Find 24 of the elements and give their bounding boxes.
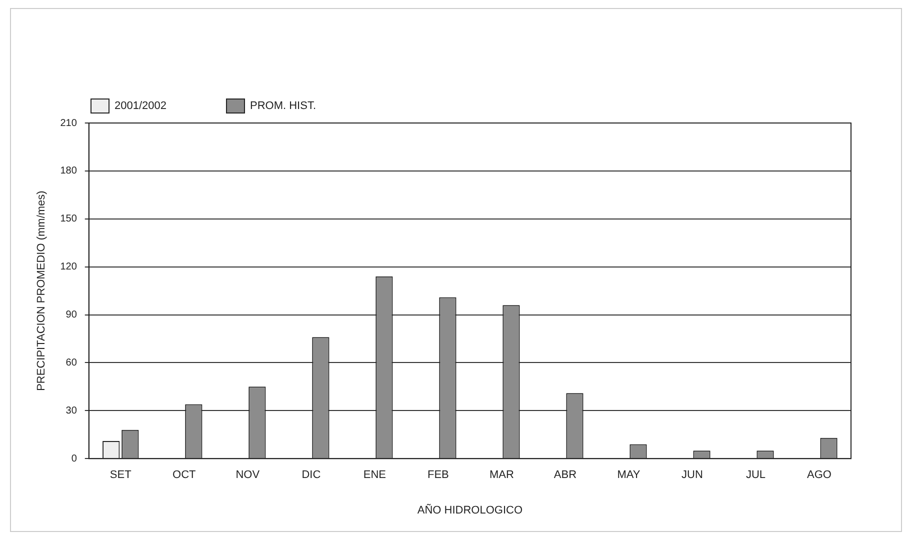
x-tick-label: FEB [427, 469, 449, 482]
x-tick-label: ENE [363, 469, 386, 482]
x-tick-label: NOV [236, 469, 260, 482]
y-tick-label: 210 [60, 118, 78, 129]
legend-label: 2001/2002 [114, 100, 166, 112]
x-tick-label: JUN [682, 469, 703, 482]
x-tick-label: ABR [554, 469, 577, 482]
y-tick-label: 120 [60, 262, 78, 273]
x-tick-label: AGO [807, 469, 832, 482]
x-tick-label: SET [110, 469, 132, 482]
x-tick-label: OCT [172, 469, 196, 482]
y-tick-label: 150 [60, 214, 78, 225]
x-tick-label: MAY [617, 469, 641, 482]
y-tick-label: 180 [60, 166, 78, 177]
x-tick-label: DIC [302, 469, 321, 482]
x-tick-label: MAR [489, 469, 514, 482]
y-tick-label: 60 [66, 357, 78, 368]
y-axis-title: PRECIPITACION PROMEDIO (mm/mes) [36, 190, 48, 391]
y-tick-label: 30 [66, 405, 78, 416]
x-tick-label: JUL [746, 469, 766, 482]
legend-label: PROM. HIST. [250, 100, 316, 112]
y-tick-label: 0 [71, 453, 78, 464]
x-axis-title: AÑO HIDROLOGICO [417, 503, 523, 516]
y-tick-label: 90 [66, 310, 78, 321]
